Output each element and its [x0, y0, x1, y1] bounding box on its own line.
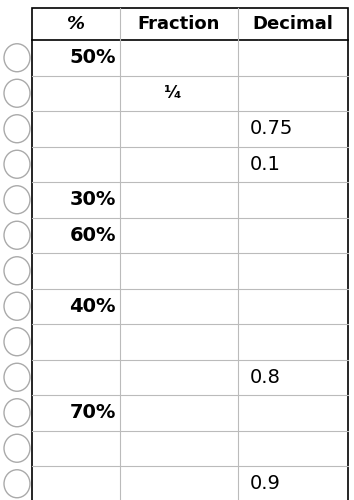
Ellipse shape	[4, 328, 30, 356]
Text: 0.9: 0.9	[250, 474, 281, 493]
Ellipse shape	[4, 470, 30, 498]
Ellipse shape	[4, 186, 30, 214]
Ellipse shape	[4, 115, 30, 143]
Bar	[32, 8, 348, 500]
Ellipse shape	[4, 44, 30, 72]
Ellipse shape	[4, 399, 30, 427]
Ellipse shape	[4, 292, 30, 320]
Text: Decimal: Decimal	[252, 15, 333, 33]
Text: 50%: 50%	[69, 48, 116, 67]
Ellipse shape	[4, 221, 30, 249]
Text: 0.8: 0.8	[250, 368, 281, 387]
Text: Fraction: Fraction	[138, 15, 220, 33]
Text: ¹⁄₄: ¹⁄₄	[164, 84, 182, 102]
Ellipse shape	[4, 257, 30, 285]
Text: 60%: 60%	[69, 226, 116, 244]
Text: 0.75: 0.75	[250, 119, 293, 138]
Text: 30%: 30%	[70, 190, 116, 209]
Ellipse shape	[4, 434, 30, 462]
Ellipse shape	[4, 150, 30, 178]
Ellipse shape	[4, 79, 30, 108]
Text: 40%: 40%	[69, 296, 116, 316]
Ellipse shape	[4, 363, 30, 391]
Text: %: %	[67, 15, 85, 33]
Text: 70%: 70%	[70, 403, 116, 422]
Text: 0.1: 0.1	[250, 155, 281, 174]
